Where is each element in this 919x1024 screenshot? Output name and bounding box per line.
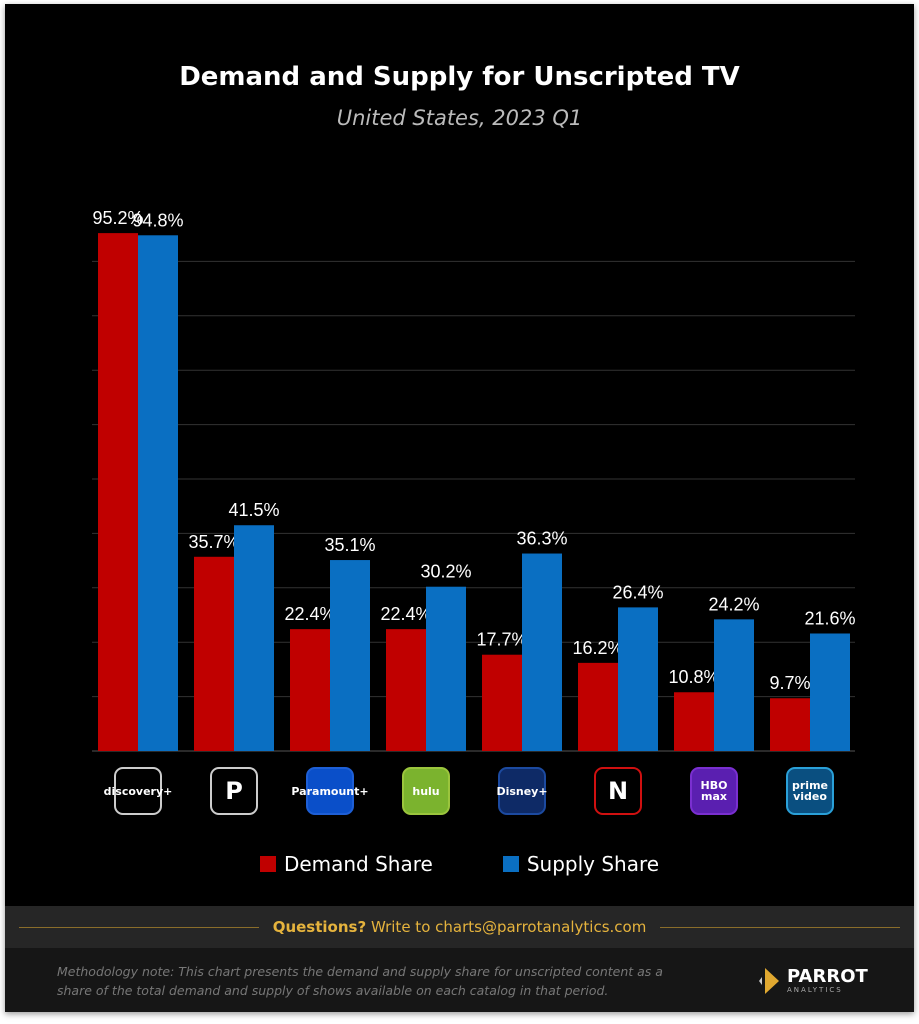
bar-supply — [810, 633, 850, 751]
parrot-logo: PARROT ANALYTICS — [755, 966, 868, 996]
data-label: 22.4% — [380, 604, 431, 624]
data-label: 94.8% — [132, 210, 183, 230]
data-label: 21.6% — [804, 608, 855, 628]
data-label: 9.7% — [769, 673, 810, 693]
data-label: 17.7% — [476, 630, 527, 650]
divider — [660, 926, 901, 928]
bar-supply — [138, 235, 178, 752]
data-label: 24.2% — [708, 594, 759, 614]
supply-swatch — [502, 856, 519, 872]
chart-card: Demand and Supply for Unscripted TV Unit… — [5, 4, 914, 1012]
platform-logo-icon: HBO max — [690, 767, 738, 815]
logo-name: PARROT — [787, 966, 868, 987]
platform-logo-icon: hulu — [402, 767, 450, 815]
bar-demand — [386, 629, 426, 751]
platform-logo-icon: Disney+ — [496, 767, 548, 815]
methodology-note: Methodology note: This chart presents th… — [57, 964, 663, 998]
divider — [19, 926, 259, 928]
chart-subtitle: United States, 2023 Q1 — [336, 106, 583, 130]
questions-band: Questions? Write to charts@parrotanalyti… — [5, 906, 914, 948]
data-label: 22.4% — [284, 604, 335, 624]
bar-chart: 95.2%94.8% 35.7% 41.5% 22.4% 35.1% 22.4% 30.2%… — [92, 208, 856, 752]
parrot-mark-icon — [759, 968, 779, 994]
bar-demand — [674, 692, 714, 751]
logo-sub: ANALYTICS — [787, 986, 843, 994]
bar-supply — [330, 560, 370, 751]
bar-supply — [618, 607, 658, 751]
data-label: 36.3% — [516, 529, 567, 549]
data-label: 30.2% — [420, 562, 471, 582]
platform-logo-icon: N — [594, 767, 642, 815]
bar-supply — [714, 619, 754, 751]
demand-swatch — [259, 856, 276, 872]
data-label: 10.8% — [668, 667, 719, 687]
legend: Demand Share Supply Share — [5, 852, 914, 876]
legend-label: Demand Share — [283, 852, 433, 876]
bar-demand — [290, 629, 330, 751]
legend-demand: Demand Share — [259, 852, 433, 876]
bar-supply — [234, 525, 274, 751]
data-label: 95.2% — [92, 208, 143, 228]
questions-label: Questions? — [272, 918, 367, 936]
bar-supply — [522, 553, 562, 751]
contact-text: Questions? Write to charts@parrotanalyti… — [273, 918, 647, 936]
platform-logo-icon: P — [210, 767, 258, 815]
data-label: 35.7% — [188, 532, 239, 552]
platform-logo-icon: prime video — [786, 767, 834, 815]
bar-demand — [578, 662, 618, 751]
bar-demand — [482, 654, 522, 751]
chart-title: Demand and Supply for Unscripted TV — [179, 62, 740, 92]
bar-supply — [426, 586, 466, 751]
data-label: 16.2% — [572, 638, 623, 658]
bar-demand — [98, 233, 138, 751]
legend-label: Supply Share — [526, 852, 660, 876]
platform-logo-icon: discovery+ — [104, 767, 172, 815]
data-label: 35.1% — [324, 535, 375, 555]
data-label: 26.4% — [612, 582, 663, 602]
legend-supply: Supply Share — [502, 852, 660, 876]
bar-demand — [194, 556, 234, 751]
footer: Methodology note: This chart presents th… — [5, 948, 914, 1012]
platform-logo-icon: Paramount+ — [291, 767, 369, 815]
contact-email[interactable]: Write to charts@parrotanalytics.com — [366, 918, 647, 936]
bar-demand — [770, 698, 810, 751]
data-label: 41.5% — [228, 500, 279, 520]
